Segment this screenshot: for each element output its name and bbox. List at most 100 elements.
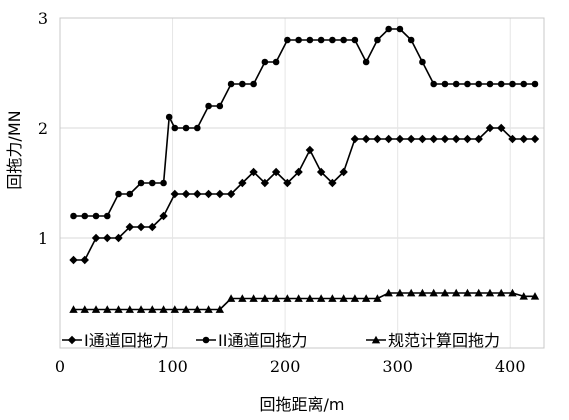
legend: I通道回拖力 II通道回拖力 规范计算回拖力 — [62, 331, 500, 350]
data-point — [136, 305, 146, 313]
data-point — [362, 58, 370, 66]
data-point — [91, 233, 101, 243]
data-point — [294, 294, 303, 302]
legend-entry-2: II通道回拖力 — [196, 331, 307, 350]
data-point — [384, 288, 393, 297]
data-point — [284, 36, 291, 44]
data-point — [193, 189, 202, 199]
data-point — [194, 124, 201, 132]
data-point — [306, 36, 314, 44]
data-point — [69, 305, 78, 313]
data-point — [91, 305, 101, 313]
data-point — [69, 255, 78, 265]
data-point — [474, 134, 483, 144]
data-point — [395, 288, 405, 297]
data-point — [452, 80, 460, 88]
data-point — [316, 294, 326, 302]
data-point — [136, 222, 146, 232]
data-point — [159, 305, 168, 313]
data-point — [374, 36, 381, 44]
data-point — [463, 134, 472, 144]
data-point — [181, 189, 191, 199]
data-point — [530, 134, 540, 144]
data-point — [103, 233, 112, 243]
data-point — [361, 134, 371, 144]
data-point — [170, 189, 180, 199]
series-2 — [70, 25, 539, 220]
data-point — [407, 36, 415, 44]
data-point — [474, 288, 483, 297]
x-tick-label: 0 — [55, 357, 65, 376]
data-point — [261, 58, 269, 66]
data-point — [114, 305, 123, 313]
data-point — [418, 134, 427, 144]
data-point — [385, 25, 392, 33]
data-point — [271, 167, 281, 177]
data-point — [115, 190, 122, 198]
data-point — [497, 123, 506, 133]
data-point — [215, 189, 225, 199]
x-tick-label: 100 — [157, 357, 188, 376]
plot-frame — [59, 17, 545, 349]
y-axis-title: 回拖力/MN — [5, 110, 24, 189]
x-tick-label: 300 — [382, 357, 413, 376]
data-point — [260, 294, 270, 302]
data-point — [159, 211, 168, 221]
data-point — [205, 102, 212, 110]
data-point — [418, 288, 427, 297]
data-point — [137, 179, 145, 187]
data-point — [509, 80, 516, 88]
data-point — [340, 36, 347, 44]
data-point — [249, 167, 258, 177]
data-point — [430, 80, 437, 88]
series-3 — [69, 288, 540, 313]
data-point — [350, 294, 360, 302]
data-point — [283, 178, 292, 188]
data-point — [171, 124, 179, 132]
data-point — [305, 145, 315, 155]
data-point — [350, 134, 360, 144]
data-point — [81, 212, 89, 220]
legend-label: 规范计算回拖力 — [388, 331, 500, 350]
data-point — [452, 288, 461, 297]
data-point — [226, 189, 236, 199]
data-point — [485, 123, 495, 133]
data-point — [239, 80, 246, 88]
data-point — [531, 80, 539, 88]
data-point — [216, 102, 224, 110]
data-point — [373, 294, 382, 302]
tick-labels: 0 100 200 300 400 1 2 3 — [38, 9, 526, 376]
data-point — [361, 294, 371, 302]
data-point — [429, 134, 438, 144]
data-point — [316, 167, 326, 177]
legend-entry-1: I通道回拖力 — [62, 331, 169, 350]
y-tick-label: 2 — [38, 119, 48, 138]
legend-label: I通道回拖力 — [84, 331, 169, 350]
y-tick-label: 3 — [38, 9, 48, 28]
data-point — [328, 294, 337, 302]
data-point — [440, 134, 450, 144]
data-point — [103, 305, 112, 313]
data-point — [406, 134, 416, 144]
data-point — [148, 222, 157, 232]
data-point — [497, 288, 506, 297]
data-point — [486, 80, 494, 88]
data-point — [429, 288, 438, 297]
data-point — [271, 294, 281, 302]
data-point — [238, 294, 247, 302]
legend-label: II通道回拖力 — [218, 331, 307, 350]
data-point — [70, 212, 77, 220]
x-axis-title: 回拖距离/m — [260, 395, 345, 414]
data-point — [226, 294, 236, 302]
legend-marker — [202, 336, 210, 344]
data-point — [519, 292, 528, 300]
x-tick-label: 400 — [495, 357, 526, 376]
data-point — [373, 134, 382, 144]
data-point — [339, 294, 348, 302]
data-point — [260, 178, 270, 188]
data-point — [508, 134, 517, 144]
data-point — [396, 25, 404, 33]
data-point — [125, 305, 134, 313]
series-line — [73, 127, 535, 261]
